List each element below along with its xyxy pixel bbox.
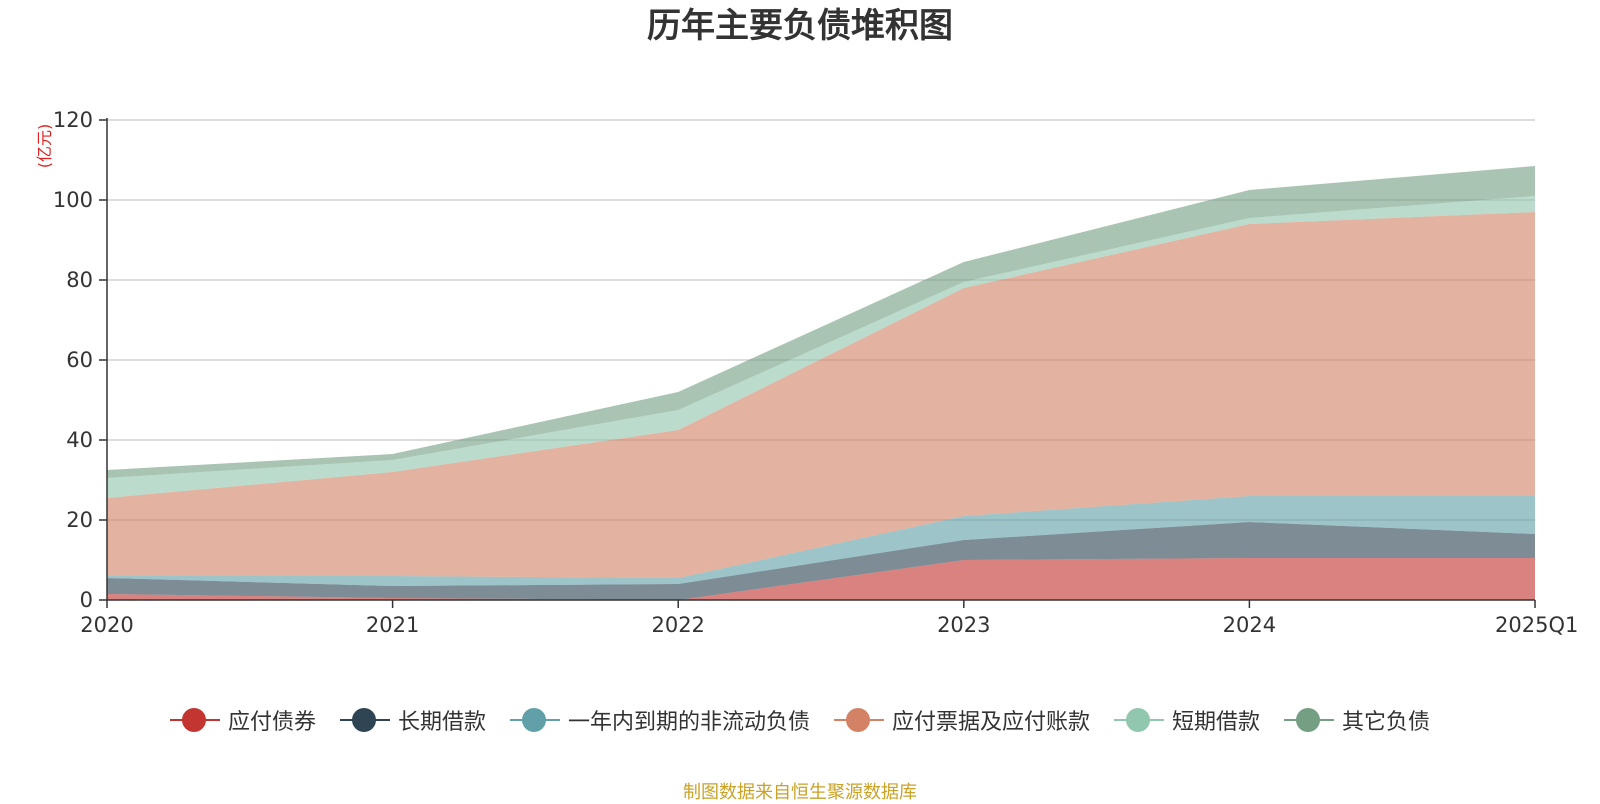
y-unit-label: (亿元) bbox=[35, 124, 54, 169]
y-tick-label: 60 bbox=[66, 348, 93, 372]
area-series-0 bbox=[107, 558, 1535, 600]
legend-marker-icon bbox=[339, 706, 390, 734]
legend-marker-icon bbox=[834, 706, 884, 734]
y-tick-label: 100 bbox=[53, 188, 93, 212]
area-series-3 bbox=[107, 212, 1535, 578]
x-tick-label: 2023 bbox=[937, 613, 990, 637]
source-note: 制图数据来自恒生聚源数据库 bbox=[683, 782, 917, 803]
tick-labels: 0 20 40 60 80 100 120 2020 2021 2022 2023 2024 2025Q… bbox=[35, 108, 1578, 637]
legend-marker-icon bbox=[509, 706, 560, 734]
legend-item[interactable]: 其它负债 bbox=[1284, 704, 1430, 736]
legend-label: 长期借款 bbox=[397, 710, 486, 735]
legend-label: 一年内到期的非流动负债 bbox=[567, 710, 810, 735]
x-tick-label: 2020 bbox=[80, 613, 133, 637]
x-tick-label: 2025Q1 bbox=[1495, 613, 1578, 637]
area-series-1 bbox=[107, 522, 1535, 600]
y-tick-label: 40 bbox=[66, 428, 93, 452]
legend-item[interactable]: 一年内到期的非流动负债 bbox=[509, 704, 810, 736]
legend-item[interactable]: 短期借款 bbox=[1114, 704, 1260, 736]
area-series-2 bbox=[107, 496, 1535, 586]
area-series-5 bbox=[107, 166, 1535, 478]
legend-label: 应付票据及应付账款 bbox=[892, 710, 1091, 735]
stacked-areas bbox=[107, 166, 1535, 600]
x-tick-label: 2021 bbox=[366, 613, 419, 637]
y-tick-label: 20 bbox=[66, 508, 93, 532]
legend-label: 短期借款 bbox=[1172, 710, 1261, 735]
legend-marker-icon bbox=[1114, 706, 1165, 734]
chart-title: 历年主要负债堆积图 bbox=[647, 6, 953, 46]
legend-marker-icon bbox=[1284, 706, 1335, 734]
area-series-4 bbox=[107, 196, 1535, 498]
legend-label: 其它负债 bbox=[1342, 710, 1431, 735]
legend-item[interactable]: 应付债券 bbox=[169, 704, 316, 736]
y-tick-label: 0 bbox=[80, 588, 93, 612]
legend-label: 应付债券 bbox=[227, 710, 316, 735]
legend: 应付债券 长期借款 一年内到期的非流动负债 应付票据及应付账款 短期借款 其它负债 bbox=[0, 704, 1600, 736]
legend-item[interactable]: 长期借款 bbox=[339, 704, 486, 736]
axes bbox=[99, 118, 1536, 608]
legend-item[interactable]: 应付票据及应付账款 bbox=[834, 704, 1090, 736]
y-tick-label: 80 bbox=[66, 268, 93, 292]
x-tick-label: 2024 bbox=[1223, 613, 1276, 637]
x-tick-label: 2022 bbox=[651, 613, 704, 637]
y-tick-label: 120 bbox=[53, 108, 93, 132]
legend-marker-icon bbox=[169, 706, 220, 734]
